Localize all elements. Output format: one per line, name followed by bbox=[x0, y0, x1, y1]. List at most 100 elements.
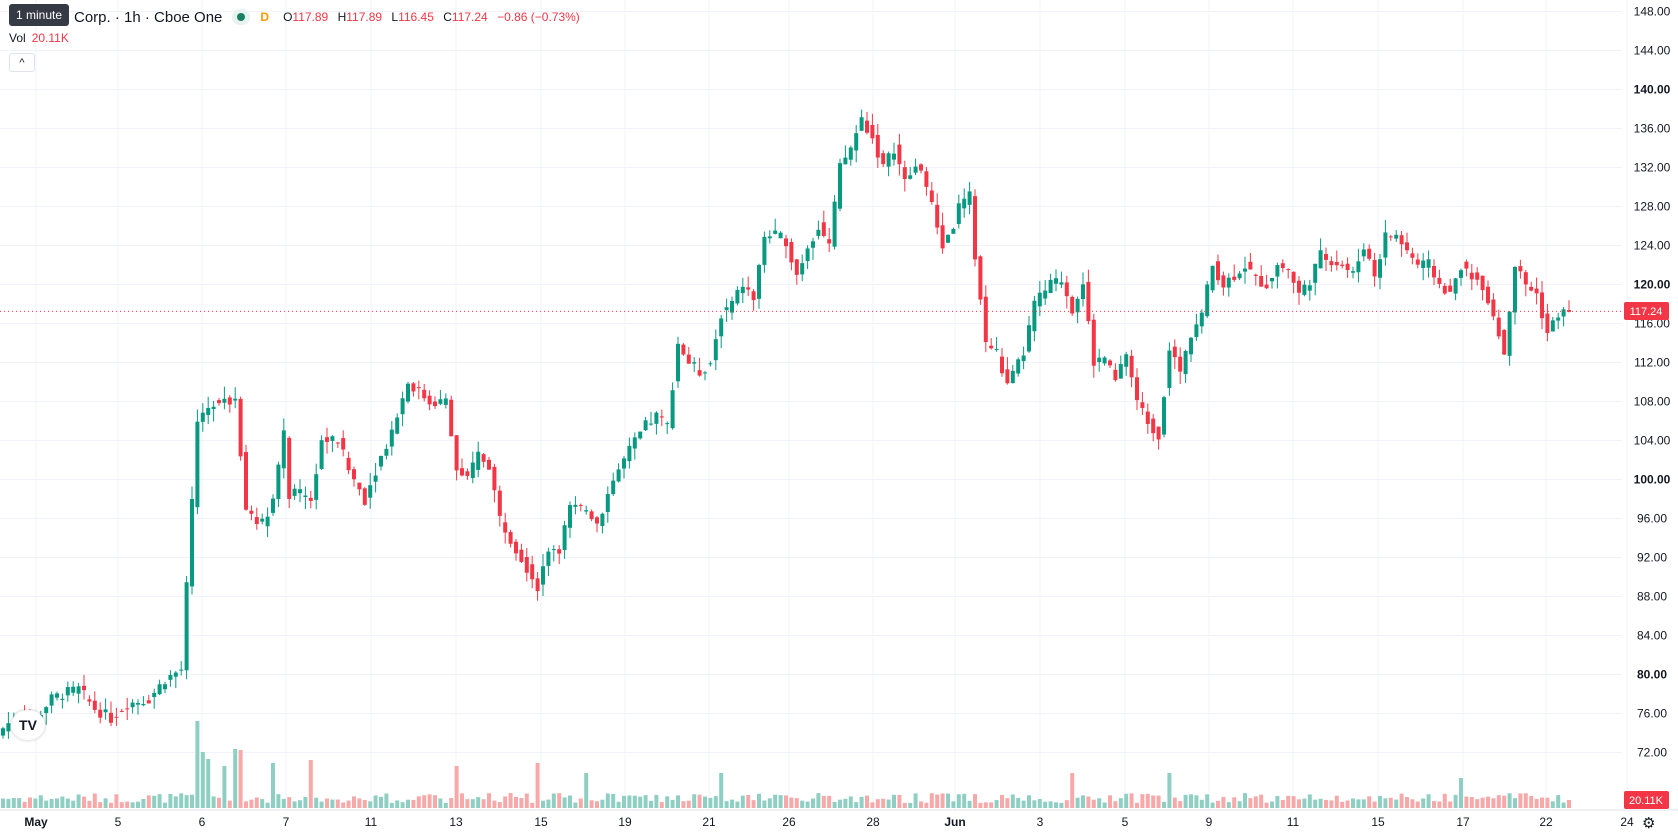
volume-bar bbox=[1437, 801, 1442, 808]
time-tick-label: 9 bbox=[1206, 815, 1213, 829]
candle-body bbox=[1237, 273, 1242, 279]
volume-bar bbox=[244, 801, 248, 808]
price-axis[interactable]: 72.00 76.00 80.00 84.00 88.00 92.00 96.00 100.0… bbox=[1634, 5, 1671, 760]
candle-body bbox=[514, 541, 518, 554]
candle-body bbox=[838, 163, 842, 209]
candle-body bbox=[454, 435, 459, 471]
candle-body bbox=[530, 564, 535, 580]
candle-body bbox=[973, 196, 977, 260]
candle-body bbox=[670, 390, 675, 429]
candle-body bbox=[233, 398, 238, 401]
candle-body bbox=[1394, 234, 1399, 239]
candle-body bbox=[1361, 249, 1366, 257]
price-tick-label: 92.00 bbox=[1637, 551, 1667, 565]
last-volume-badge-text: 20.11K bbox=[1629, 795, 1664, 807]
collapse-legend-button[interactable]: ^ bbox=[9, 53, 35, 72]
candle-body bbox=[314, 474, 319, 500]
volume-bar bbox=[989, 802, 994, 808]
open-value: 117.89 bbox=[292, 10, 329, 24]
volume-bar bbox=[11, 798, 16, 808]
volume-bar bbox=[400, 802, 405, 808]
price-tick-label: 104.00 bbox=[1634, 434, 1671, 448]
time-axis[interactable]: May 5 6 7 11 13 15 19 21 26 28 Jun 3 5 9 11 15 17 22 24 bbox=[0, 809, 1678, 829]
volume-bar bbox=[1567, 799, 1571, 808]
candle-body bbox=[184, 582, 189, 671]
volume-bar bbox=[762, 800, 767, 808]
candle-body bbox=[1054, 278, 1058, 284]
candle-body bbox=[735, 290, 740, 304]
candle-body bbox=[897, 144, 902, 165]
candle-body bbox=[346, 457, 351, 471]
candle-body bbox=[422, 389, 427, 399]
volume-bar bbox=[157, 794, 162, 808]
candle-body bbox=[1183, 351, 1188, 375]
volume-bar bbox=[697, 794, 702, 808]
volume-bar bbox=[751, 800, 756, 808]
change-value: −0.86 (−0.73%) bbox=[497, 10, 580, 24]
volume-bar bbox=[119, 802, 124, 808]
volume-bar bbox=[1345, 800, 1350, 808]
volume-bar bbox=[886, 799, 891, 808]
candle-body bbox=[1318, 250, 1323, 269]
candle-body bbox=[362, 488, 367, 505]
volume-bar bbox=[1394, 799, 1399, 808]
candle-body bbox=[881, 153, 886, 165]
volume-bar bbox=[319, 801, 324, 808]
candle-body bbox=[1405, 242, 1409, 251]
volume-bar bbox=[1264, 802, 1269, 808]
price-tick-label: 132.00 bbox=[1634, 161, 1671, 175]
volume-bar bbox=[773, 794, 778, 808]
time-tick-label: 6 bbox=[199, 815, 206, 829]
candle-body bbox=[767, 236, 772, 239]
symbol-title[interactable]: Corp. · 1h · Cboe One bbox=[74, 8, 223, 26]
volume-bar bbox=[1313, 799, 1318, 808]
tradingview-logo[interactable]: TV bbox=[11, 710, 45, 740]
candle-body bbox=[411, 383, 416, 392]
candle-body bbox=[692, 362, 697, 364]
candle-body bbox=[967, 191, 972, 205]
volume-bar bbox=[1210, 802, 1215, 808]
candle-body bbox=[384, 448, 389, 456]
volume-bar bbox=[1550, 801, 1555, 808]
volume-bar bbox=[373, 795, 378, 808]
candle-body bbox=[913, 166, 918, 173]
candle-body bbox=[719, 318, 724, 337]
volume-bar bbox=[168, 793, 173, 808]
candle-body bbox=[287, 437, 292, 499]
volume-bar bbox=[973, 794, 977, 808]
volume-bar bbox=[530, 802, 535, 808]
candle-body bbox=[427, 395, 432, 405]
candle-body bbox=[406, 383, 410, 402]
volume-bar bbox=[719, 773, 724, 808]
candle-body bbox=[1378, 259, 1382, 278]
volume-bar bbox=[983, 802, 988, 808]
data-delay-badge[interactable]: D bbox=[260, 10, 270, 24]
candle-body bbox=[352, 469, 356, 480]
market-status-badge[interactable] bbox=[232, 9, 251, 25]
volume-bar bbox=[308, 760, 313, 808]
candle-body bbox=[1453, 278, 1458, 294]
volume-bar bbox=[55, 798, 59, 808]
candle-body bbox=[438, 399, 443, 404]
volume-bar bbox=[541, 800, 545, 808]
volume-bar bbox=[1091, 799, 1096, 808]
volume-bar bbox=[676, 795, 680, 808]
volume-bar bbox=[71, 800, 76, 808]
gear-icon[interactable]: ⚙ bbox=[1642, 815, 1656, 832]
candle-body bbox=[357, 482, 362, 490]
volume-bar bbox=[1205, 794, 1210, 808]
volume-bar bbox=[233, 749, 238, 808]
candle-body bbox=[708, 363, 713, 365]
candle-body bbox=[373, 475, 378, 482]
candle-body bbox=[757, 265, 761, 299]
volume-bar bbox=[508, 793, 513, 808]
candle-body bbox=[622, 458, 626, 469]
volume-bar bbox=[1167, 773, 1172, 808]
candle-body bbox=[794, 259, 799, 275]
volume-bar bbox=[897, 794, 902, 808]
candle-body bbox=[562, 525, 567, 551]
candle-body bbox=[1367, 248, 1372, 259]
candle-body bbox=[389, 429, 394, 447]
candle-body bbox=[1108, 360, 1112, 366]
